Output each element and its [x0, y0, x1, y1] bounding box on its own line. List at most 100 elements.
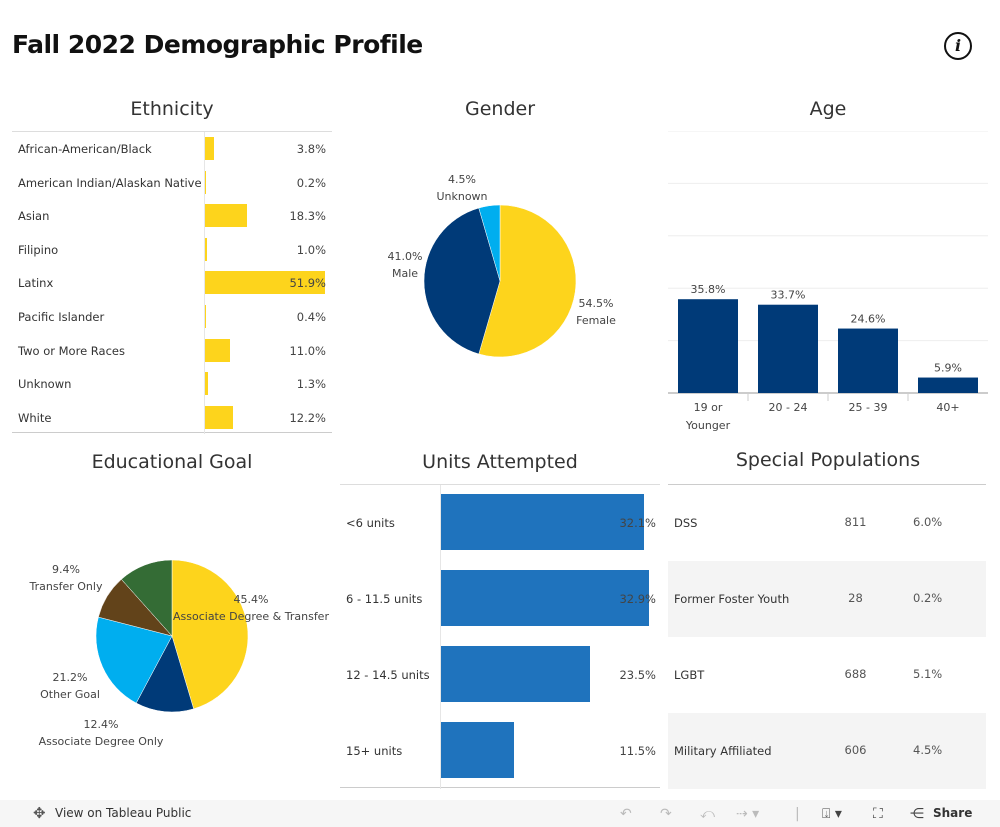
- age-bar[interactable]: [758, 304, 818, 393]
- slice-name-label: Unknown: [436, 190, 487, 203]
- ethnicity-value: 0.2%: [296, 175, 326, 190]
- slice-value-label: 41.0%: [388, 250, 423, 263]
- slice-value-label: 21.2%: [53, 671, 88, 684]
- special-populations-table: DSS 811 6.0% Former Foster Youth 28 0.2% LGBT 6…: [668, 484, 986, 789]
- slice-value-label: 4.5%: [448, 173, 476, 186]
- ethnicity-label: Asian: [18, 209, 50, 224]
- age-category-label: 25 - 39: [849, 401, 888, 414]
- tableau-logo-icon: ✥: [33, 804, 46, 822]
- ethnicity-label: Two or More Races: [18, 343, 125, 358]
- ethnicity-bar: [205, 338, 231, 362]
- ethnicity-label: Filipino: [18, 242, 59, 257]
- pie-slice[interactable]: [135, 635, 194, 713]
- slice-name-label: Male: [392, 267, 418, 280]
- units-attempted-title: Units Attempted: [422, 451, 578, 473]
- ethnicity-label: African-American/Black: [18, 142, 152, 156]
- slice-value-label: 45.4%: [234, 593, 269, 606]
- ethnicity-value: 51.9%: [289, 276, 326, 291]
- ethnicity-bar: [205, 237, 208, 261]
- ethnicity-bar: [205, 170, 206, 194]
- redo-icon[interactable]: ↷: [660, 806, 672, 822]
- slice-name-label: Associate Degree Only: [39, 735, 164, 748]
- age-bar-chart: 35.8% 19 or Younger 33.7% 20 - 24 24.6% 25 - 3…: [668, 131, 988, 432]
- page-title: Fall 2022 Demographic Profile: [12, 30, 423, 59]
- population-pct: 5.1%: [913, 667, 943, 681]
- ethnicity-label: Latinx: [18, 276, 54, 291]
- age-value-label: 24.6%: [851, 313, 886, 326]
- population-pct: 4.5%: [913, 743, 943, 757]
- slice-name-label: Transfer Only: [29, 580, 103, 593]
- educational-goal-title: Educational Goal: [91, 451, 253, 473]
- slice-value-label: 54.5%: [579, 297, 614, 310]
- pie-slice[interactable]: [423, 207, 501, 355]
- age-bar[interactable]: [678, 299, 738, 393]
- info-icon[interactable]: i: [944, 32, 972, 60]
- pie-slice[interactable]: [478, 204, 577, 358]
- slice-name-label: Associate Degree & Transfer: [173, 610, 329, 623]
- age-category-label: 20 - 24: [769, 401, 808, 414]
- refresh-icon[interactable]: ⇢ ▾: [736, 806, 760, 822]
- pie-slice[interactable]: [478, 204, 501, 282]
- ethnicity-value: 1.3%: [296, 377, 326, 392]
- table-row: Military Affiliated 606 4.5%: [668, 713, 986, 789]
- view-on-tableau-public-link[interactable]: View on Tableau Public: [55, 806, 192, 820]
- units-value: 23.5%: [619, 668, 656, 682]
- units-value: 11.5%: [619, 744, 656, 758]
- units-attempted-chart: <6 units 32.1% 6 - 11.5 units 32.9% 12 - 14.…: [340, 484, 660, 789]
- slice-name-label: Female: [576, 314, 616, 327]
- pie-slice[interactable]: [121, 559, 173, 637]
- population-name: LGBT: [674, 668, 705, 682]
- download-icon[interactable]: ⍗ ▾: [822, 806, 842, 822]
- population-count: 811: [844, 515, 867, 529]
- units-bar: [441, 494, 644, 550]
- units-label: <6 units: [346, 516, 395, 530]
- units-bar: [441, 646, 590, 702]
- units-label: 12 - 14.5 units: [346, 668, 430, 682]
- tableau-toolbar: ✥ View on Tableau Public ↶ ↷ ⤺ ⇢ ▾ | ⍗ ▾…: [0, 800, 1000, 827]
- age-bar[interactable]: [838, 328, 898, 393]
- axis-divider: [204, 132, 205, 434]
- ethnicity-value: 0.4%: [296, 310, 326, 324]
- gender-title: Gender: [464, 98, 536, 120]
- ethnicity-label: Pacific Islander: [18, 310, 105, 324]
- special-populations-title: Special Populations: [735, 449, 921, 471]
- ethnicity-value: 12.2%: [289, 410, 326, 425]
- share-icon[interactable]: ⋲: [910, 806, 924, 822]
- population-name: Military Affiliated: [674, 744, 772, 758]
- age-value-label: 35.8%: [691, 283, 726, 296]
- ethnicity-value: 18.3%: [289, 209, 326, 224]
- share-button[interactable]: Share: [933, 806, 973, 820]
- age-title: Age: [809, 98, 847, 120]
- ethnicity-label: Unknown: [18, 377, 72, 392]
- fullscreen-icon[interactable]: ⛶: [873, 806, 883, 822]
- ethnicity-bar: [205, 372, 208, 396]
- table-row: Former Foster Youth 28 0.2%: [668, 561, 986, 637]
- population-pct: 0.2%: [913, 591, 943, 605]
- units-label: 6 - 11.5 units: [346, 592, 423, 606]
- units-value: 32.1%: [619, 516, 656, 530]
- ethnicity-bar: [205, 204, 248, 228]
- divider: |: [795, 806, 800, 822]
- age-category-label-line2: Younger: [685, 419, 731, 432]
- slice-value-label: 9.4%: [52, 563, 80, 576]
- pie-slice[interactable]: [171, 559, 249, 710]
- axis-divider: [440, 485, 441, 789]
- age-value-label: 5.9%: [934, 362, 962, 375]
- educational-goal-pie-chart: 45.4% Associate Degree & Transfer 12.4% Ass…: [29, 559, 329, 748]
- population-count: 688: [844, 667, 867, 681]
- units-bar: [441, 570, 649, 626]
- age-category-label: 40+: [936, 401, 959, 414]
- slice-value-label: 12.4%: [84, 718, 119, 731]
- revert-icon[interactable]: ⤺: [700, 806, 715, 822]
- pie-slice[interactable]: [95, 616, 173, 704]
- table-row: DSS 811 6.0%: [668, 485, 986, 561]
- age-value-label: 33.7%: [771, 289, 806, 302]
- ethnicity-chart: African-American/Black 3.8% American India…: [12, 131, 332, 434]
- ethnicity-bar: [205, 271, 325, 295]
- population-name: DSS: [674, 516, 698, 530]
- ethnicity-label: American Indian/Alaskan Native: [18, 175, 202, 190]
- gender-pie-chart: 54.5% Female 41.0% Male 4.5% Unknown: [388, 173, 616, 358]
- age-bar[interactable]: [918, 377, 978, 393]
- units-label: 15+ units: [346, 744, 403, 758]
- undo-icon[interactable]: ↶: [620, 806, 632, 822]
